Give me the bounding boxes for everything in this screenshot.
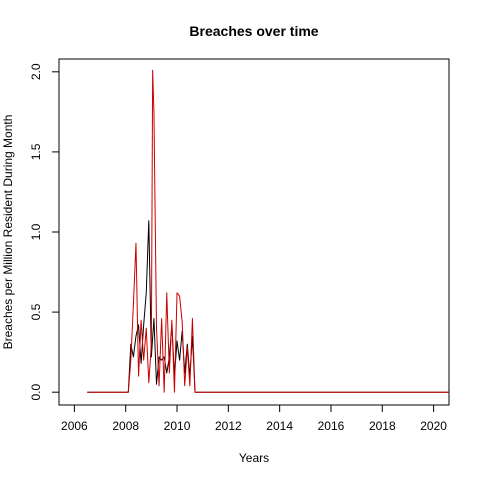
y-axis-label: Breaches per Million Resident During Mon… [1, 115, 15, 350]
y-tick-label-0.0: 0.0 [29, 384, 43, 401]
x-tick-label-2018: 2018 [369, 419, 396, 433]
y-tick-label-2.0: 2.0 [29, 63, 43, 80]
y-axis: 0.0 0.5 1.0 1.5 2.0 [29, 63, 60, 401]
x-tick-label-2020: 2020 [420, 419, 447, 433]
y-tick-label-1.0: 1.0 [29, 223, 43, 240]
x-axis: 2006 2008 2010 2012 2014 2016 2018 2020 [61, 404, 447, 433]
x-axis-label: Years [239, 451, 269, 465]
series-line-2 [87, 69, 449, 393]
x-tick-label-2012: 2012 [215, 419, 242, 433]
x-tick-label-2014: 2014 [266, 419, 293, 433]
y-tick-label-0.5: 0.5 [29, 303, 43, 320]
y-tick-label-1.5: 1.5 [29, 143, 43, 160]
series-layer [87, 69, 449, 393]
x-tick-label-2006: 2006 [61, 419, 88, 433]
x-tick-label-2008: 2008 [112, 419, 139, 433]
x-tick-label-2016: 2016 [318, 419, 345, 433]
x-tick-label-2010: 2010 [164, 419, 191, 433]
chart-title: Breaches over time [189, 23, 318, 39]
